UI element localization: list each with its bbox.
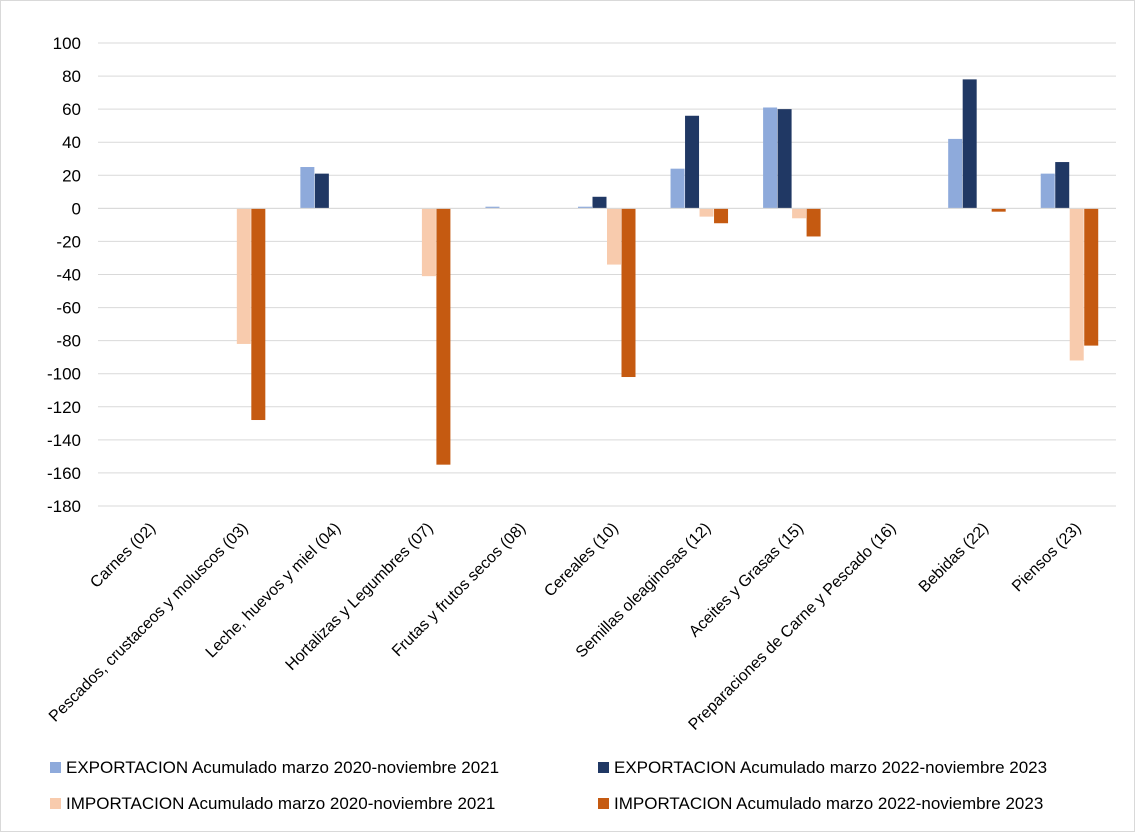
bar bbox=[1069, 208, 1084, 361]
bar bbox=[670, 168, 685, 209]
legend-label: IMPORTACION Acumulado marzo 2022-noviemb… bbox=[614, 794, 1043, 813]
x-tick-label: Carnes (02) bbox=[87, 520, 159, 592]
y-tick-label: -100 bbox=[47, 365, 81, 384]
legend-label: EXPORTACION Acumulado marzo 2020-noviemb… bbox=[66, 758, 499, 777]
legend-swatch bbox=[598, 762, 609, 773]
y-tick-label: -40 bbox=[56, 266, 81, 285]
bar bbox=[806, 208, 821, 237]
legend-swatch bbox=[50, 798, 61, 809]
y-tick-label: -20 bbox=[56, 232, 81, 251]
legend-label: IMPORTACION Acumulado marzo 2020-noviemb… bbox=[66, 794, 495, 813]
y-tick-label: 40 bbox=[62, 133, 81, 152]
bar bbox=[763, 107, 778, 209]
bar bbox=[991, 208, 1006, 212]
bar bbox=[607, 208, 621, 265]
legend-swatch bbox=[50, 762, 61, 773]
bar bbox=[621, 208, 636, 378]
y-tick-label: -120 bbox=[47, 398, 81, 417]
bar bbox=[236, 208, 251, 344]
y-tick-label: 80 bbox=[62, 67, 81, 86]
y-tick-label: -80 bbox=[56, 332, 81, 351]
y-tick-label: 0 bbox=[72, 199, 81, 218]
y-tick-label: -60 bbox=[56, 299, 81, 318]
bar bbox=[251, 208, 266, 421]
bar bbox=[714, 208, 729, 224]
bar bbox=[578, 206, 592, 209]
legend-label: EXPORTACION Acumulado marzo 2022-noviemb… bbox=[614, 758, 1047, 777]
bar bbox=[485, 206, 500, 209]
x-tick-label: Pescados, crustaceos y moluscos (03) bbox=[46, 520, 252, 726]
y-tick-label: -140 bbox=[47, 431, 81, 450]
bar bbox=[300, 167, 315, 209]
x-tick-label: Preparaciones de Carne y Pescado (16) bbox=[686, 520, 900, 734]
bar bbox=[948, 138, 963, 209]
y-tick-label: -160 bbox=[47, 464, 81, 483]
x-tick-label: Hortalizas y Legumbres (07) bbox=[283, 520, 437, 674]
bar bbox=[314, 173, 329, 209]
x-tick-label: Cereales (10) bbox=[541, 520, 622, 601]
x-tick-label: Bebidas (22) bbox=[916, 520, 992, 596]
bar bbox=[792, 208, 807, 219]
bars bbox=[236, 79, 1099, 465]
bar bbox=[699, 208, 714, 217]
bar bbox=[421, 208, 436, 277]
y-tick-label: 100 bbox=[53, 34, 81, 53]
bar bbox=[1055, 162, 1070, 209]
bar bbox=[436, 208, 451, 465]
y-tick-label: -180 bbox=[47, 497, 81, 516]
legend-swatch bbox=[598, 798, 609, 809]
x-tick-label: Piensos (23) bbox=[1009, 520, 1085, 596]
bar bbox=[777, 109, 792, 209]
legend: EXPORTACION Acumulado marzo 2020-noviemb… bbox=[50, 758, 1047, 813]
bar bbox=[685, 115, 700, 209]
bar bbox=[1040, 173, 1055, 209]
y-tick-label: 60 bbox=[62, 100, 81, 119]
y-tick-label: 20 bbox=[62, 166, 81, 185]
bar bbox=[1084, 208, 1099, 346]
bar bbox=[962, 79, 977, 209]
bar bbox=[592, 196, 607, 209]
